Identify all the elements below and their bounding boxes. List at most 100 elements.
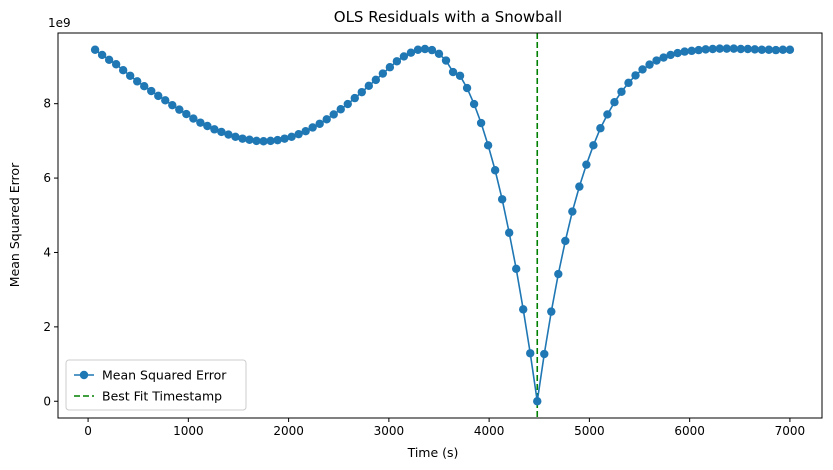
data-point <box>147 86 156 96</box>
data-point <box>245 135 254 144</box>
data-point <box>476 118 486 128</box>
data-point <box>350 93 359 103</box>
data-point <box>701 45 710 54</box>
data-point <box>645 60 654 69</box>
y-axis-label: Mean Squared Error <box>7 162 22 287</box>
data-point <box>448 67 458 77</box>
data-point <box>610 97 619 107</box>
data-point <box>757 45 767 54</box>
data-point <box>294 129 303 139</box>
data-point <box>462 83 472 93</box>
data-point <box>203 121 212 131</box>
data-point <box>125 71 135 80</box>
legend-mse-marker <box>79 370 89 380</box>
data-point <box>441 56 451 65</box>
plot-area: 0 1000 2000 3000 4000 5000 6000 7000 0 2 4 6 8 <box>43 32 823 438</box>
data-point <box>231 132 240 141</box>
x-tick-label: 0 <box>84 424 92 438</box>
data-point <box>168 100 177 110</box>
legend-box <box>65 359 247 411</box>
data-point <box>322 115 331 124</box>
data-point <box>392 57 402 66</box>
data-point <box>224 130 233 139</box>
chart-title: OLS Residuals with a Snowball <box>334 8 562 26</box>
data-point <box>161 96 170 105</box>
data-point <box>680 47 689 56</box>
data-point <box>175 105 184 114</box>
data-point <box>308 123 317 132</box>
data-point <box>785 45 795 54</box>
y-offset-text: 1e9 <box>48 16 71 30</box>
data-point <box>118 65 128 75</box>
data-point <box>652 56 661 65</box>
data-point <box>287 132 296 141</box>
data-point <box>238 134 247 143</box>
data-point <box>743 44 753 54</box>
data-point <box>357 87 366 97</box>
data-point <box>427 45 437 55</box>
data-point <box>343 99 352 109</box>
data-point <box>189 114 198 123</box>
data-point <box>259 137 268 146</box>
data-point <box>708 44 717 54</box>
data-point <box>371 75 381 85</box>
data-point <box>540 349 549 359</box>
data-point <box>280 134 289 143</box>
x-tick-label: 2000 <box>273 424 304 438</box>
x-tick-label: 5000 <box>574 424 605 438</box>
data-point <box>104 55 114 64</box>
data-point <box>666 50 675 60</box>
data-point <box>519 305 528 314</box>
data-point <box>140 81 149 91</box>
data-point <box>589 141 598 150</box>
data-point <box>385 63 395 72</box>
data-point <box>561 236 570 246</box>
legend-best-fit-label: Best Fit Timestamp <box>102 389 222 404</box>
x-axis-label: Time (s) <box>407 445 459 460</box>
data-point <box>596 124 605 133</box>
data-point <box>455 71 465 80</box>
data-point <box>182 109 191 119</box>
data-point <box>568 207 577 216</box>
data-point <box>659 53 668 62</box>
data-point <box>715 44 724 53</box>
data-point <box>617 87 626 96</box>
x-tick-label: 1000 <box>173 424 204 438</box>
data-point <box>217 127 226 137</box>
legend-mse-label: Mean Squared Error <box>102 368 227 383</box>
data-point <box>90 45 100 54</box>
data-point <box>413 45 423 54</box>
data-point <box>736 44 745 54</box>
data-point <box>210 125 219 134</box>
axes-frame <box>57 32 823 419</box>
data-point <box>406 48 416 57</box>
data-point <box>420 44 430 54</box>
data-point <box>631 71 640 80</box>
data-point <box>729 44 738 53</box>
data-point <box>154 91 163 101</box>
data-point <box>750 45 760 54</box>
data-point <box>764 45 774 54</box>
y-tick-label: 0 <box>43 394 51 408</box>
data-point <box>490 166 500 175</box>
data-point <box>722 44 731 53</box>
data-point <box>111 60 121 69</box>
data-point <box>378 69 388 78</box>
y-tick-label: 6 <box>43 171 51 185</box>
data-point <box>434 49 444 59</box>
data-point <box>526 349 535 358</box>
data-point <box>252 136 261 146</box>
data-point <box>547 307 556 316</box>
data-point <box>694 45 703 55</box>
legend: Mean Squared Error Best Fit Timestamp <box>65 359 247 411</box>
data-point <box>196 118 205 127</box>
data-point <box>771 45 781 55</box>
data-point <box>329 110 338 119</box>
x-tick-label: 4000 <box>474 424 505 438</box>
data-point <box>778 45 788 54</box>
data-point <box>554 269 563 279</box>
y-tick-label: 2 <box>43 320 51 334</box>
data-point <box>273 135 282 145</box>
data-point <box>582 160 591 169</box>
